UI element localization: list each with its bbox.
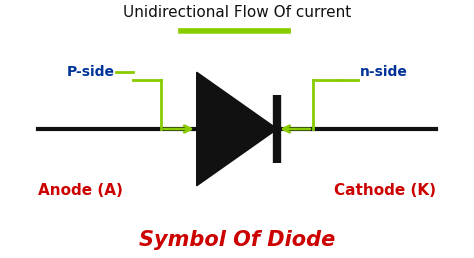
Text: n-side: n-side [360, 65, 408, 79]
Polygon shape [197, 72, 277, 186]
Text: Unidirectional Flow Of current: Unidirectional Flow Of current [123, 5, 351, 20]
Text: Symbol Of Diode: Symbol Of Diode [139, 230, 335, 250]
Text: Cathode (K): Cathode (K) [334, 183, 436, 198]
Text: P-side: P-side [66, 65, 114, 79]
Text: Anode (A): Anode (A) [38, 183, 123, 198]
